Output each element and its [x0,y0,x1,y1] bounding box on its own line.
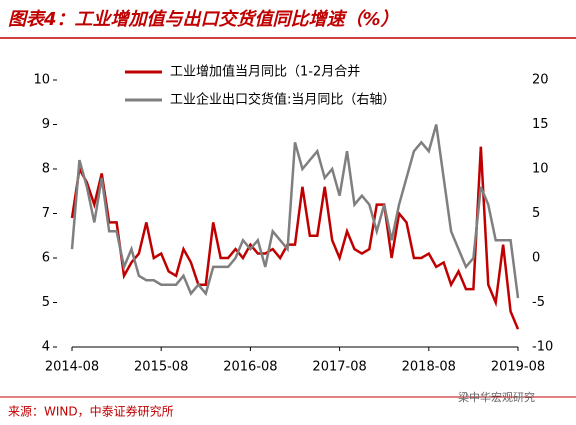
x-tick-label: 2019-08 [491,360,545,375]
y-tick-label: 6 [42,251,50,266]
y2-tick-label: -10 [532,340,553,355]
y-tick-label: 7 [42,206,50,221]
y-tick-label: 9 [42,117,50,132]
y2-tick-label: 0 [532,251,540,266]
x-tick-label: 2017-08 [312,360,366,375]
x-tick-label: 2015-08 [134,360,188,375]
y-tick-label: 8 [42,162,50,177]
chart-title: 图表4：工业增加值与出口交货值同比增速（%） [8,9,399,30]
x-tick-label: 2018-08 [402,360,456,375]
series-line [70,124,520,299]
y-tick-label: 10 [33,73,50,88]
y-tick-label: 4 [42,340,50,355]
legend-label: 工业增加值当月同比（1-2月合并 [170,64,360,80]
y2-tick-label: 5 [532,206,540,221]
watermark: 梁中华宏观研究 [458,390,535,404]
x-tick-label: 2014-08 [45,360,99,375]
y2-tick-label: -5 [532,295,545,310]
series-line [70,146,520,330]
y-tick-label: 5 [42,295,50,310]
y2-tick-label: 20 [532,73,549,88]
x-tick-label: 2016-08 [223,360,277,375]
source: 来源：WIND，中泰证券研究所 [8,404,174,419]
legend-label: 工业企业出口交货值:当月同比（右轴） [170,92,395,108]
y2-tick-label: 15 [532,117,549,132]
y2-tick-label: 10 [532,162,549,177]
